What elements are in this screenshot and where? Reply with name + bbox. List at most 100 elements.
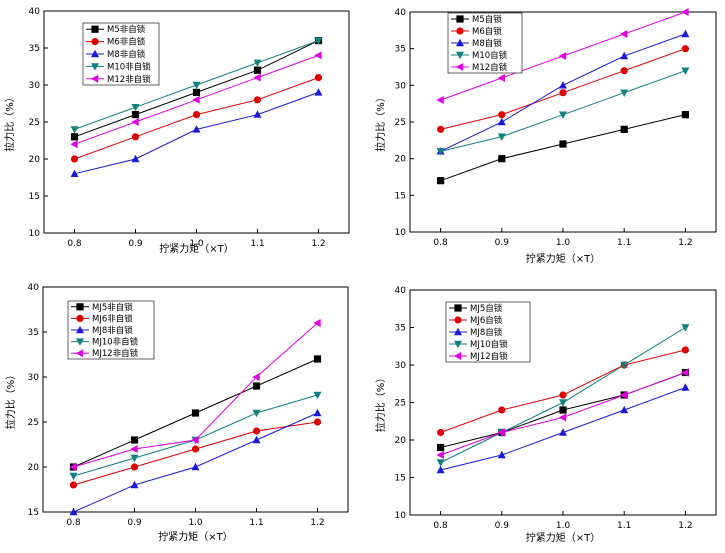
data-point — [130, 480, 139, 489]
legend-marker — [76, 338, 84, 346]
y-tick-label: 40 — [28, 283, 40, 293]
legend-label: M12非自锁 — [107, 74, 151, 85]
x-tick-label: 1.2 — [310, 518, 324, 528]
data-point — [559, 428, 567, 436]
x-tick-label: 0.8 — [433, 238, 448, 248]
x-tick-label: 1.0 — [556, 238, 571, 248]
data-point — [191, 436, 199, 444]
data-point — [69, 507, 78, 516]
legend-marker — [91, 49, 99, 58]
data-point — [681, 111, 689, 119]
legend-marker — [454, 304, 462, 312]
legend-marker — [75, 349, 84, 358]
y-tick-label: 25 — [395, 399, 406, 409]
data-point — [191, 462, 200, 471]
data-point — [130, 436, 139, 444]
legend-marker — [76, 303, 84, 311]
data-point — [497, 117, 506, 126]
data-point — [681, 29, 690, 38]
legend-marker — [453, 352, 462, 360]
y-tick-label: 30 — [28, 373, 40, 383]
data-point — [253, 66, 262, 74]
data-point — [313, 319, 321, 327]
data-point — [497, 74, 505, 82]
x-tick-label: 1.2 — [311, 239, 325, 249]
data-point — [498, 111, 506, 119]
x-tick-label: 0.9 — [495, 238, 510, 248]
x-axis-title: 拧紧力矩（×T） — [159, 242, 234, 255]
series-line-2 — [440, 349, 686, 433]
legend-label: MJ6非自锁 — [92, 313, 133, 324]
legend-label: M12自锁 — [472, 62, 508, 73]
data-point — [558, 413, 567, 422]
chart-panel-bottom-right: 0.8 0.9 1.0 1.1 1.2 10 15 20 25 30 35 40 拧紧力矩（×T） 拉力比… — [374, 286, 717, 544]
y-tick-label: 20 — [29, 155, 41, 165]
data-point — [313, 408, 322, 417]
series-line-5 — [440, 372, 686, 456]
series-line-3 — [74, 91, 319, 175]
data-point — [131, 133, 140, 141]
data-point — [253, 59, 262, 67]
x-tick-label: 1.2 — [678, 521, 692, 531]
data-point — [69, 481, 78, 489]
data-point — [681, 8, 689, 16]
legend-label: M5非自锁 — [107, 24, 146, 35]
data-point — [314, 37, 323, 45]
data-point — [192, 88, 201, 96]
data-point — [131, 118, 139, 126]
data-point — [131, 104, 140, 112]
y-tick-label: 15 — [28, 508, 39, 518]
legend-label: MJ12自锁 — [470, 351, 508, 362]
legend-marker — [91, 63, 99, 71]
data-point — [313, 418, 322, 426]
data-point — [437, 125, 445, 133]
data-point — [192, 95, 200, 104]
legend-marker — [76, 325, 84, 334]
data-point — [559, 399, 567, 407]
x-tick-label: 1.1 — [249, 518, 263, 528]
legend-marker — [454, 327, 462, 336]
y-tick-label: 10 — [29, 229, 41, 239]
data-point — [252, 409, 261, 418]
data-point — [436, 96, 444, 104]
data-point — [131, 154, 140, 163]
data-point — [558, 52, 567, 60]
data-point — [436, 148, 445, 156]
data-point — [314, 88, 323, 96]
legend-marker — [454, 316, 462, 324]
data-point — [436, 459, 445, 467]
data-point — [437, 443, 445, 452]
data-point — [620, 405, 629, 414]
legend-label: M10自锁 — [472, 50, 508, 61]
x-tick-label: 1.1 — [250, 239, 264, 249]
data-point — [192, 81, 201, 90]
data-point — [191, 445, 200, 453]
data-point — [253, 96, 262, 104]
legend-label: MJ5非自锁 — [92, 302, 133, 313]
series-line-2 — [73, 421, 318, 486]
data-point — [497, 133, 506, 141]
legend-label: M10非自锁 — [107, 61, 151, 72]
chart-panel-bottom-left: 0.8 0.9 1.0 1.1 1.2 15 20 25 30 35 40 拧紧力矩（×T） 拉力比（%… — [4, 283, 349, 543]
data-point — [192, 111, 201, 119]
legend-marker — [456, 38, 464, 47]
x-tick-label: 1.0 — [188, 518, 203, 528]
legend-label: MJ10非自锁 — [92, 337, 139, 348]
data-point — [620, 391, 628, 399]
x-tick-label: 1.2 — [678, 238, 692, 248]
data-point — [130, 445, 138, 453]
y-tick-label: 15 — [395, 191, 406, 201]
y-tick-label: 10 — [395, 511, 407, 521]
y-axis-title: 拉力比（%） — [374, 92, 387, 152]
data-point — [681, 67, 690, 75]
data-point — [69, 463, 77, 471]
x-axis-title: 拧紧力矩（×T） — [526, 531, 601, 544]
data-point — [192, 125, 201, 133]
x-tick-label: 1.1 — [617, 521, 631, 531]
data-point — [437, 428, 445, 437]
legend-label: MJ10自锁 — [470, 339, 508, 350]
y-tick-label: 30 — [395, 361, 407, 371]
data-point — [620, 89, 629, 97]
series-line-1 — [440, 114, 686, 182]
